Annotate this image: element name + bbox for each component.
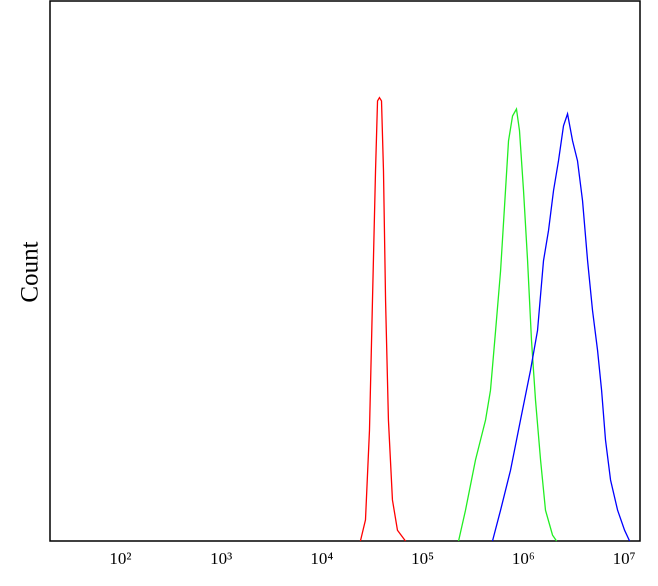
x-tick-label: 10³ <box>210 549 232 568</box>
histogram-line <box>491 111 631 542</box>
x-tick-label: 10⁶ <box>512 549 535 568</box>
histogram-line <box>359 96 406 542</box>
x-tick-label: 10² <box>109 549 131 568</box>
histogram-line <box>457 106 558 542</box>
x-tick-label: 10⁷ <box>613 549 636 568</box>
y-axis-label: Count <box>17 241 44 302</box>
x-tick-label: 10⁵ <box>411 549 434 568</box>
plot-frame <box>49 0 641 542</box>
x-tick-label: 10⁴ <box>310 549 333 568</box>
